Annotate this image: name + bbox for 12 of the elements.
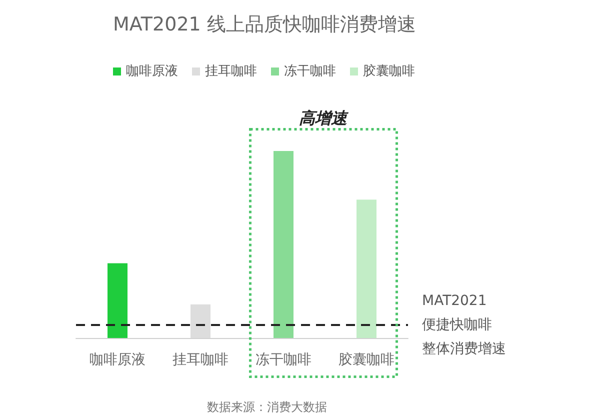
text: 高增速 <box>299 108 349 128</box>
source-note: 数据来源：消费大数据 <box>207 400 327 414</box>
x-tick-label: 胶囊咖啡 <box>338 352 394 368</box>
legend-label: 胶囊咖啡 <box>363 64 415 79</box>
x-tick-label: 冻干咖啡 <box>256 352 312 368</box>
legend-label: 冻干咖啡 <box>284 64 336 79</box>
ref-line-label: MAT2021 便捷快咖啡整体消费增速 <box>422 292 506 357</box>
legend-label: 挂耳咖啡 <box>205 64 257 79</box>
chart-title: MAT2021 线上品质快咖啡消费增速 <box>113 14 416 36</box>
legend-label: 咖啡原液 <box>126 64 178 79</box>
x-tick-label: 挂耳咖啡 <box>172 352 228 368</box>
x-tick-label: 咖啡原液 <box>90 352 146 368</box>
